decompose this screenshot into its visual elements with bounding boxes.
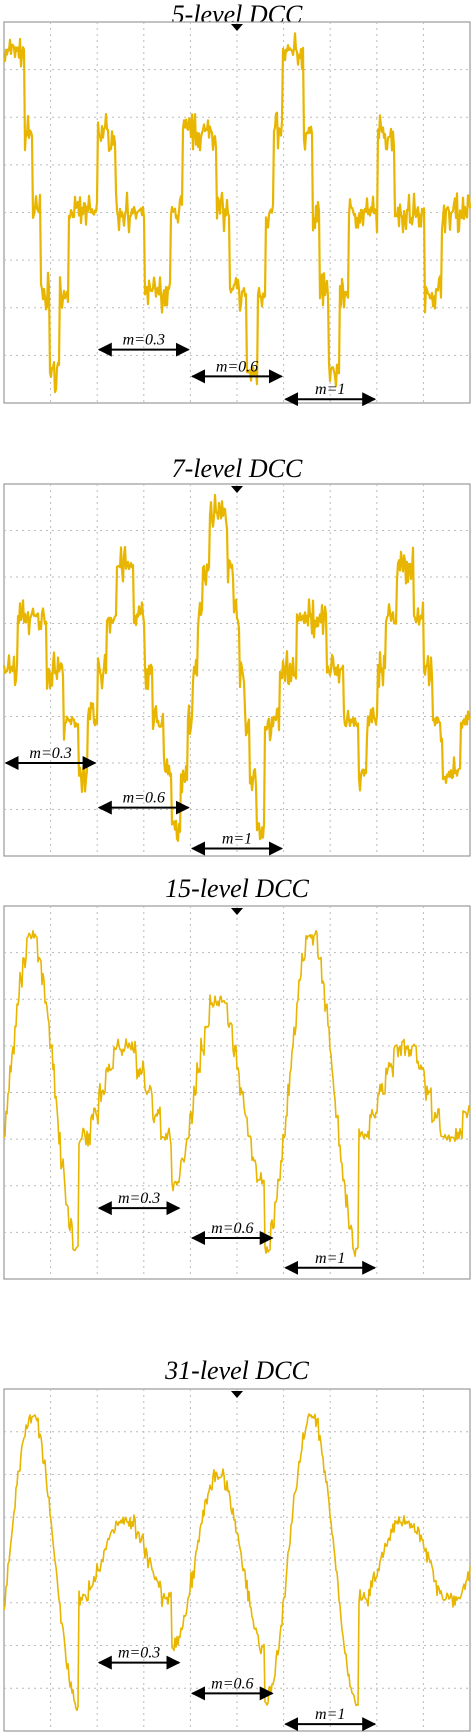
modulation-label: m=1: [222, 831, 252, 848]
modulation-label: m=0.6: [211, 1220, 253, 1237]
panel-title: 7-level DCC: [172, 454, 303, 483]
scope-panel: 7-level DCC m=0.3 m=0.6 m=1: [2, 454, 472, 857]
modulation-label: m=0.3: [29, 745, 71, 762]
modulation-label: m=0.3: [118, 1190, 160, 1207]
modulation-label: m=1: [315, 381, 345, 398]
trigger-marker: [231, 908, 243, 915]
panel-title: 15-level DCC: [165, 874, 309, 903]
scope-panel: 15-level DCC m=0.3 m=0.6 m=1: [3, 874, 471, 1280]
modulation-label: m=1: [315, 1706, 345, 1723]
waveform: [2, 32, 472, 394]
scope-panel: 31-level DCC m=0.3 m=0.6 m=1: [3, 1356, 471, 1732]
waveform: [2, 493, 472, 842]
scope-frame: [3, 1388, 471, 1732]
modulation-label: m=0.6: [216, 358, 258, 375]
panel-title: 31-level DCC: [164, 1356, 309, 1385]
trigger-marker: [231, 24, 243, 31]
trigger-marker: [231, 1391, 243, 1398]
modulation-label: m=1: [315, 1250, 345, 1267]
trigger-marker: [231, 486, 243, 493]
modulation-label: m=0.3: [123, 332, 165, 349]
modulation-label: m=0.6: [211, 1675, 253, 1692]
waveform: [3, 1413, 471, 1712]
waveform: [3, 930, 471, 1257]
modulation-label: m=0.3: [118, 1645, 160, 1662]
modulation-label: m=0.6: [123, 790, 165, 807]
